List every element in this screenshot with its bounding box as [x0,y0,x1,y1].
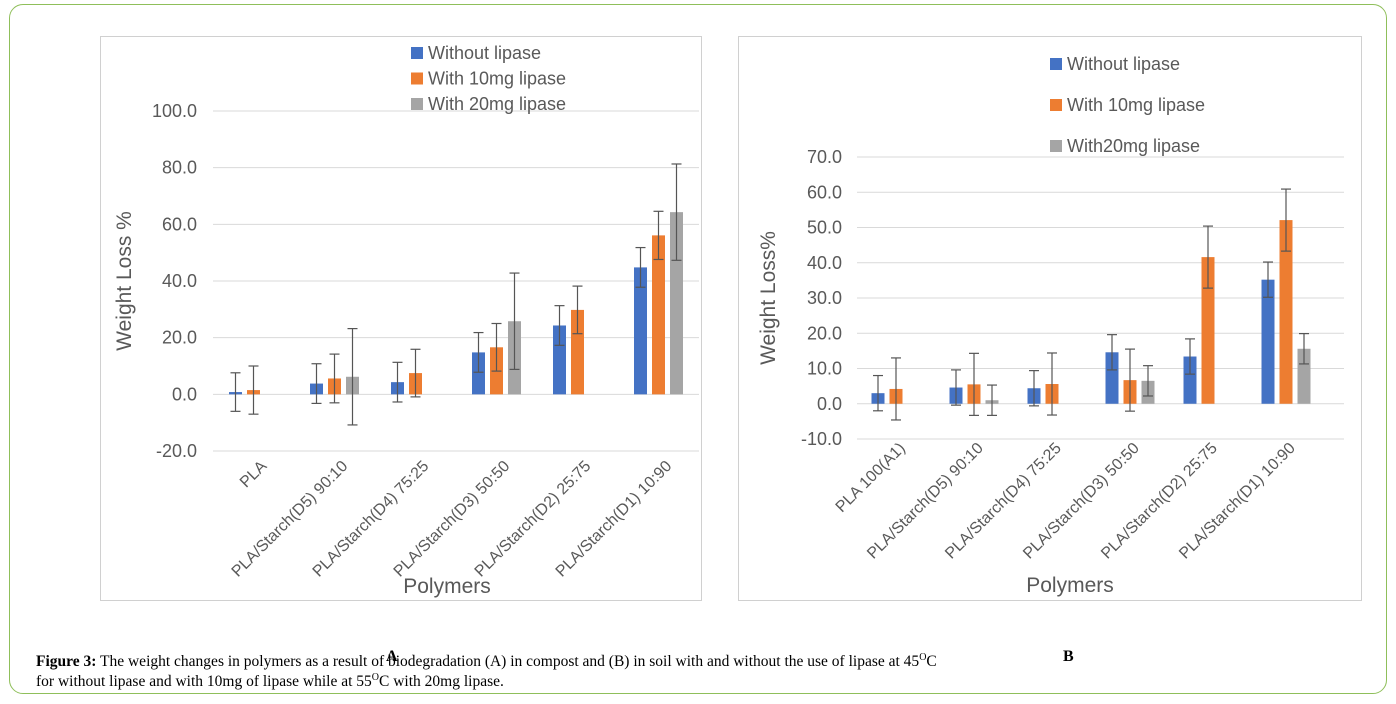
legend-swatch-with20 [1050,140,1062,152]
bar-without [553,325,566,395]
legend-swatch-with10 [1050,99,1062,111]
x-tick-label: PLA [237,458,271,492]
legend-label-without: Without lipase [1067,54,1180,74]
y-tick-label: 80.0 [162,158,197,178]
y-tick-label: -20.0 [156,441,197,461]
legend-swatch-with20 [411,98,423,110]
caption-sup-1: O [919,651,927,663]
caption-text-1b: C [926,653,937,670]
panel-label-b: B [1063,648,1074,665]
y-tick-label: 50.0 [807,218,842,238]
caption-text-1a: The weight changes in polymers as a resu… [96,653,920,670]
legend-swatch-without [1050,58,1062,70]
y-tick-label: -10.0 [801,429,842,449]
chart-b-svg: -10.0 0.0 10.0 20.0 30.0 40.0 50.0 60.0 70.0 PLA … [757,54,1344,597]
bar-with20 [670,212,683,395]
bar-without [472,352,485,395]
legend-label-with10: With 10mg lipase [1067,95,1205,115]
bar-with20 [1297,348,1311,404]
y-tick-label: 70.0 [807,147,842,167]
chart-panel-a: -20.0 0.0 20.0 40.0 60.0 80.0 100.0 PLA PLA/Star… [100,36,702,601]
y-tick-label: 60.0 [807,182,842,202]
bar-with10 [1201,257,1215,404]
y-tick-label: 40.0 [162,271,197,291]
bar-without [1105,352,1119,404]
legend-swatch-without [411,47,423,59]
y-tick-label: 60.0 [162,214,197,234]
y-tick-label: 0.0 [817,394,842,414]
legend-label-without: Without lipase [428,43,541,63]
x-tick-label: PLA 100(A1) [833,440,909,516]
y-tick-label: 10.0 [807,359,842,379]
bar-without [634,267,647,395]
bar-without [1183,356,1197,404]
legend-label-with20: With 20mg lipase [428,94,566,114]
caption-line-2: for without lipase and with 10mg of lipa… [36,672,504,692]
caption-text-2b: C with 20mg lipase. [379,673,504,690]
y-tick-label: 0.0 [172,384,197,404]
y-tick-label: 20.0 [162,328,197,348]
y-axis-label: Weight Loss % [113,211,136,351]
x-axis-label: Polymers [1026,574,1114,597]
y-tick-label: 100.0 [152,101,197,121]
bar-with10 [1279,220,1293,404]
caption-label: Figure 3: [36,653,97,670]
bar-without [1261,279,1275,404]
caption-sup-2: O [371,671,380,683]
legend-swatch-with10 [411,72,423,85]
panel-label-a: A [386,648,398,665]
y-tick-label: 40.0 [807,253,842,273]
legend-label-with20: With20mg lipase [1067,136,1200,156]
legend-label-with10: With 10mg lipase [428,69,566,89]
caption-line-1: Figure 3: The weight changes in polymers… [36,652,937,672]
chart-a-svg: -20.00.020.040.060.080.0100.0PLAPLA/Star… [113,43,699,598]
y-tick-label: 20.0 [807,323,842,343]
bar-with10 [652,235,665,395]
figure-frame [9,4,1387,694]
y-axis-label: Weight Loss% [757,231,780,365]
chart-panel-b: -10.0 0.0 10.0 20.0 30.0 40.0 50.0 60.0 70.0 PLA … [738,36,1362,601]
x-axis-label: Polymers [403,575,491,598]
bar-with10 [571,309,584,395]
caption-text-2a: for without lipase and with 10mg of lipa… [36,673,372,690]
y-tick-label: 30.0 [807,288,842,308]
